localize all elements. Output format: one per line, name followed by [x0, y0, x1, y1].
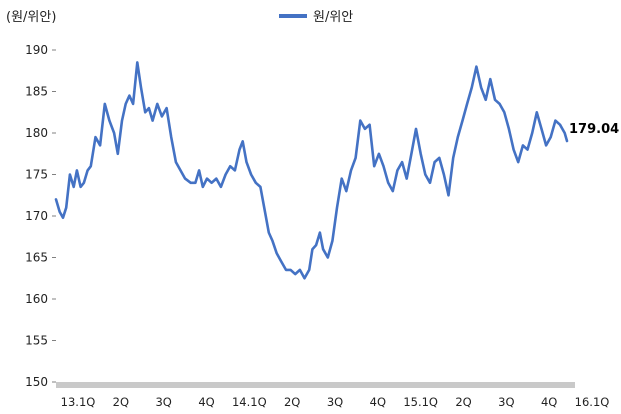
- x-tick-label: 3Q: [498, 395, 514, 409]
- x-tick-label: 14.1Q: [232, 395, 267, 409]
- x-tick-label: 15.1Q: [403, 395, 438, 409]
- y-tick-label: 180: [25, 126, 48, 140]
- x-tick-label: 2Q: [455, 395, 471, 409]
- x-tick-label: 13.1Q: [61, 395, 96, 409]
- x-tick-label: 4Q: [198, 395, 214, 409]
- x-tick-label: 2Q: [284, 395, 300, 409]
- x-tick-label: 2Q: [113, 395, 129, 409]
- y-tick-label: 175: [25, 168, 48, 182]
- x-axis-band: [56, 382, 575, 388]
- x-tick-label: 3Q: [327, 395, 343, 409]
- y-tick-label: 150: [25, 375, 48, 389]
- y-axis: 150 155 160 165 170 175 180 185 190: [25, 43, 56, 389]
- last-value-label: 179.04: [569, 122, 619, 137]
- x-axis: 13.1Q 2Q 3Q 4Q 14.1Q 2Q 3Q 4Q 15.1Q 2Q 3Q 4Q 16.1Q: [56, 382, 609, 409]
- x-tick-label: 4Q: [541, 395, 557, 409]
- series-line: [56, 62, 567, 278]
- x-tick-label: 4Q: [370, 395, 386, 409]
- y-tick-label: 170: [25, 209, 48, 223]
- plot-area: [56, 62, 567, 278]
- annotations: 179.04: [569, 122, 619, 137]
- x-tick-label: 16.1Q: [575, 395, 610, 409]
- y-tick-label: 160: [25, 292, 48, 306]
- y-tick-label: 165: [25, 251, 48, 265]
- y-tick-label: 185: [25, 85, 48, 99]
- y-tick-label: 155: [25, 334, 48, 348]
- y-tick-label: 190: [25, 43, 48, 57]
- x-tick-label: 3Q: [155, 395, 171, 409]
